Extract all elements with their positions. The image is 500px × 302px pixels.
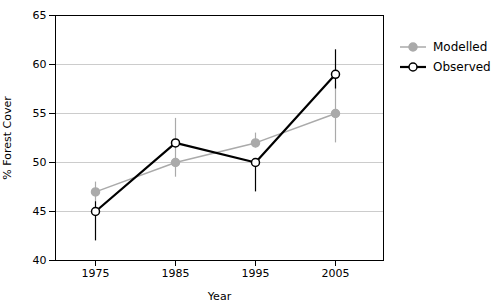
svg-text:Year: Year — [207, 290, 232, 302]
svg-text:1975: 1975 — [82, 267, 110, 280]
svg-text:40: 40 — [33, 254, 47, 267]
svg-text:1985: 1985 — [162, 267, 190, 280]
html-text:Observed: Observed — [433, 60, 491, 74]
svg-text:% Forest Cover: % Forest Cover — [1, 96, 14, 180]
svg-text:50: 50 — [33, 156, 47, 169]
svg-text:55: 55 — [33, 107, 47, 120]
svg-text:2005: 2005 — [322, 267, 350, 280]
svg-text:45: 45 — [33, 205, 47, 218]
svg-text:65: 65 — [33, 9, 47, 22]
html-text:Modelled: Modelled — [433, 40, 488, 54]
svg-text:1995: 1995 — [242, 267, 270, 280]
svg-text:60: 60 — [33, 58, 47, 71]
